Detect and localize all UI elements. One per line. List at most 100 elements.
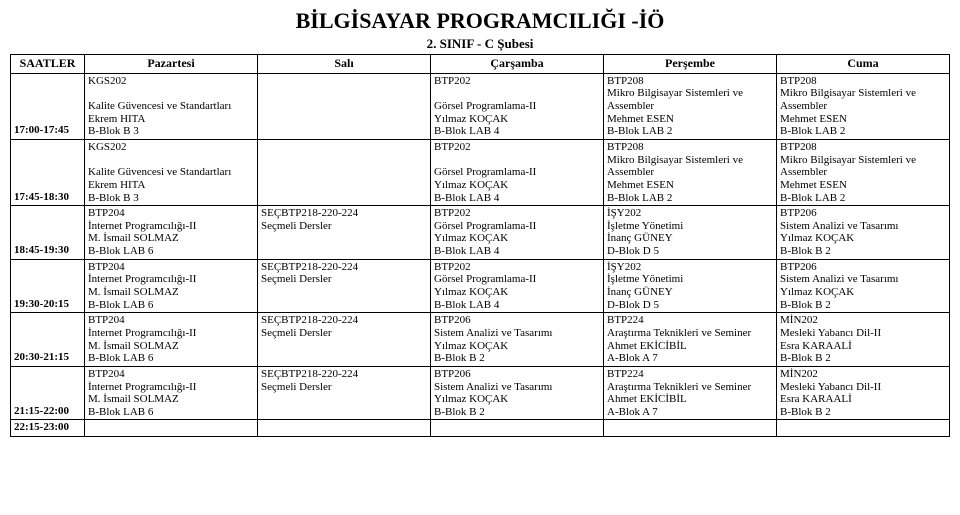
schedule-cell: SEÇBTP218-220-224Seçmeli Dersler <box>258 313 431 367</box>
cell-line: BTP208 <box>607 75 773 88</box>
cell-line <box>261 141 427 154</box>
cell-line: M. İsmail SOLMAZ <box>88 232 254 245</box>
header-day-fri: Cuma <box>777 55 950 74</box>
cell-line <box>261 166 427 179</box>
cell-line: Seçmeli Dersler <box>261 220 427 233</box>
cell-line <box>261 125 427 138</box>
cell-line <box>434 421 600 434</box>
cell-line: Assembler <box>607 100 773 113</box>
cell-line <box>88 154 254 167</box>
schedule-cell: BTP206Sistem Analizi ve TasarımıYılmaz K… <box>777 259 950 313</box>
cell-line: İnternet Programcılığı-II <box>88 273 254 286</box>
cell-line <box>261 192 427 205</box>
timetable: SAATLER Pazartesi Salı Çarşamba Perşembe… <box>10 54 950 437</box>
schedule-cell: BTP208Mikro Bilgisayar Sistemleri veAsse… <box>777 140 950 206</box>
cell-line <box>261 299 427 312</box>
cell-line: İŞY202 <box>607 261 773 274</box>
cell-line: İnternet Programcılığı-II <box>88 220 254 233</box>
cell-line: Mesleki Yabancı Dil-II <box>780 381 946 394</box>
cell-line: Kalite Güvencesi ve Standartları <box>88 166 254 179</box>
cell-line: B-Blok B 2 <box>434 406 600 419</box>
cell-line: Yılmaz KOÇAK <box>434 286 600 299</box>
cell-line: BTP202 <box>434 261 600 274</box>
time-cell: 21:15-22:00 <box>11 366 85 420</box>
cell-line <box>261 154 427 167</box>
cell-line: Mikro Bilgisayar Sistemleri ve <box>607 87 773 100</box>
cell-line: B-Blok LAB 4 <box>434 192 600 205</box>
header-day-tue: Salı <box>258 55 431 74</box>
cell-line: Araştırma Teknikleri ve Seminer <box>607 327 773 340</box>
time-cell: 17:00-17:45 <box>11 73 85 139</box>
cell-line: MİN202 <box>780 314 946 327</box>
cell-line: BTP206 <box>434 368 600 381</box>
schedule-cell: KGS202 Kalite Güvencesi ve StandartlarıE… <box>85 73 258 139</box>
cell-line <box>261 286 427 299</box>
cell-line: BTP204 <box>88 261 254 274</box>
cell-line: Sistem Analizi ve Tasarımı <box>434 381 600 394</box>
schedule-cell <box>777 420 950 437</box>
cell-line <box>434 87 600 100</box>
header-day-thu: Perşembe <box>604 55 777 74</box>
cell-line: Yılmaz KOÇAK <box>780 232 946 245</box>
schedule-cell: SEÇBTP218-220-224Seçmeli Dersler <box>258 259 431 313</box>
cell-line <box>261 87 427 100</box>
cell-line: Yılmaz KOÇAK <box>434 393 600 406</box>
cell-line: BTP202 <box>434 207 600 220</box>
cell-line: Görsel Programlama-II <box>434 273 600 286</box>
table-row: 18:45-19:30BTP204İnternet Programcılığı-… <box>11 206 950 260</box>
cell-line: M. İsmail SOLMAZ <box>88 340 254 353</box>
cell-line: Assembler <box>780 100 946 113</box>
schedule-cell: BTP208Mikro Bilgisayar Sistemleri veAsse… <box>604 73 777 139</box>
cell-line: SEÇBTP218-220-224 <box>261 261 427 274</box>
table-row: 17:00-17:45KGS202 Kalite Güvencesi ve St… <box>11 73 950 139</box>
cell-line: SEÇBTP218-220-224 <box>261 368 427 381</box>
cell-line: BTP202 <box>434 75 600 88</box>
cell-line: B-Blok LAB 6 <box>88 245 254 258</box>
cell-line: BTP206 <box>780 207 946 220</box>
cell-line: Yılmaz KOÇAK <box>434 179 600 192</box>
cell-line: B-Blok B 2 <box>780 352 946 365</box>
cell-line: B-Blok B 2 <box>780 299 946 312</box>
cell-line: Mikro Bilgisayar Sistemleri ve <box>780 154 946 167</box>
cell-line <box>261 352 427 365</box>
cell-line: Mehmet ESEN <box>780 113 946 126</box>
cell-line: Seçmeli Dersler <box>261 381 427 394</box>
cell-line: Esra KARAALİ <box>780 393 946 406</box>
cell-line: BTP206 <box>434 314 600 327</box>
schedule-cell <box>85 420 258 437</box>
cell-line: M. İsmail SOLMAZ <box>88 286 254 299</box>
schedule-cell <box>431 420 604 437</box>
cell-line: Yılmaz KOÇAK <box>780 286 946 299</box>
cell-line: Seçmeli Dersler <box>261 273 427 286</box>
schedule-cell: BTP224Araştırma Teknikleri ve SeminerAhm… <box>604 313 777 367</box>
cell-line: Mesleki Yabancı Dil-II <box>780 327 946 340</box>
cell-line: B-Blok LAB 2 <box>780 125 946 138</box>
cell-line: Ekrem HITA <box>88 179 254 192</box>
cell-line: KGS202 <box>88 75 254 88</box>
schedule-cell: İŞY202İşletme Yönetimiİnanç GÜNEYD-Blok … <box>604 259 777 313</box>
cell-line: Esra KARAALİ <box>780 340 946 353</box>
cell-line: Görsel Programlama-II <box>434 166 600 179</box>
cell-line <box>261 100 427 113</box>
cell-line: Mehmet ESEN <box>607 179 773 192</box>
cell-line: İşletme Yönetimi <box>607 220 773 233</box>
cell-line <box>261 406 427 419</box>
cell-line: BTP204 <box>88 207 254 220</box>
time-cell: 22:15-23:00 <box>11 420 85 437</box>
cell-line: Yılmaz KOÇAK <box>434 113 600 126</box>
cell-line: B-Blok B 3 <box>88 192 254 205</box>
schedule-cell: BTP204İnternet Programcılığı-IIM. İsmail… <box>85 313 258 367</box>
cell-line: İnternet Programcılığı-II <box>88 381 254 394</box>
page-title: BİLGİSAYAR PROGRAMCILIĞI -İÖ <box>10 8 950 34</box>
cell-line: B-Blok B 2 <box>780 245 946 258</box>
cell-line: Yılmaz KOÇAK <box>434 232 600 245</box>
schedule-cell: BTP204İnternet Programcılığı-IIM. İsmail… <box>85 366 258 420</box>
cell-line <box>434 154 600 167</box>
schedule-cell: BTP208Mikro Bilgisayar Sistemleri veAsse… <box>777 73 950 139</box>
cell-line: B-Blok LAB 4 <box>434 245 600 258</box>
schedule-cell: BTP204İnternet Programcılığı-IIM. İsmail… <box>85 206 258 260</box>
schedule-cell: BTP202 Görsel Programlama-IIYılmaz KOÇAK… <box>431 140 604 206</box>
cell-line: Sistem Analizi ve Tasarımı <box>434 327 600 340</box>
table-row: 20:30-21:15BTP204İnternet Programcılığı-… <box>11 313 950 367</box>
cell-line: Assembler <box>780 166 946 179</box>
